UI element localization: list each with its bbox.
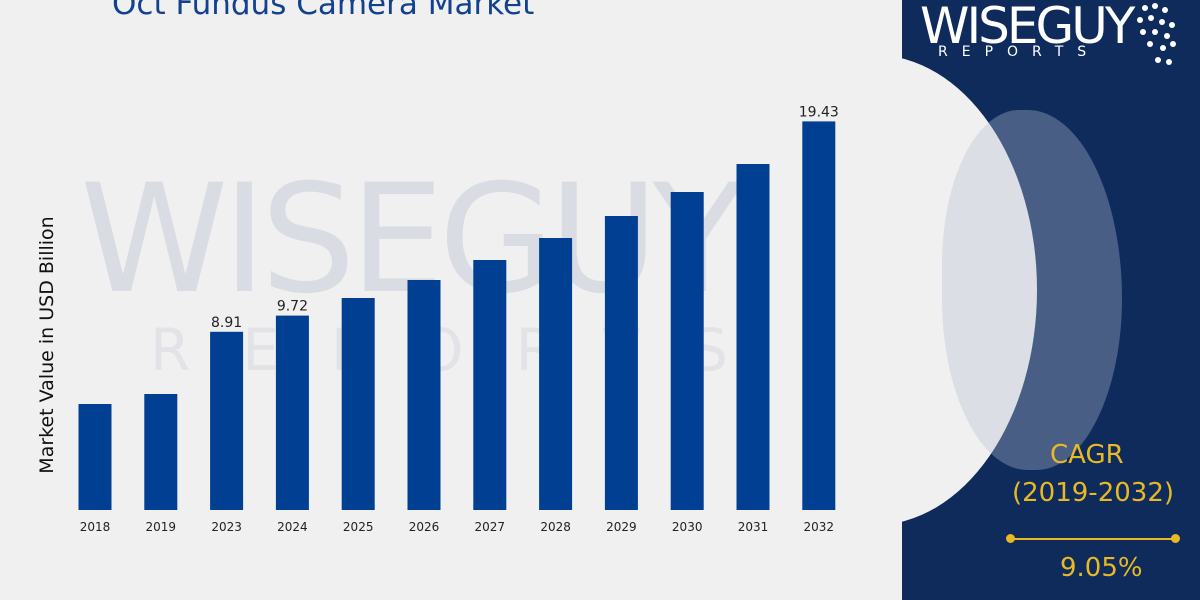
x-tick-label-2018: 2018 <box>80 520 111 534</box>
cagr-period: (2019-2032) <box>1012 478 1175 508</box>
labels-layer: 2018 2019 2023 8.91 2024 9.72 2025 2026 2027 2028… <box>80 104 839 534</box>
data-label-2023: 8.91 <box>211 315 242 331</box>
data-label-2032: 19.43 <box>799 104 839 120</box>
side-panel <box>902 0 1200 600</box>
x-tick-label-2030: 2030 <box>672 520 703 534</box>
bar-2029 <box>604 216 638 510</box>
x-tick-label-2032: 2032 <box>804 520 835 534</box>
bar-2032 <box>802 121 836 511</box>
bar-2027 <box>473 260 507 510</box>
bar-2028 <box>539 238 573 510</box>
y-axis-title: Market Value in USD Billion <box>36 216 58 473</box>
logo-head-icon <box>1137 3 1176 65</box>
logo-main-text: WISEGUY <box>920 0 1135 55</box>
bar-2030 <box>670 192 704 510</box>
logo-sub-text: REPORTS <box>938 44 1101 60</box>
bar-2023 <box>210 331 244 510</box>
cagr-value: 9.05% <box>1060 553 1143 583</box>
bar-2031 <box>736 164 770 510</box>
bar-chart: Market Value in USD Billion 2018 2019 2023… <box>36 104 839 534</box>
head-silhouette-graphic <box>942 110 1122 470</box>
x-tick-label-2029: 2029 <box>606 520 637 534</box>
x-tick-label-2019: 2019 <box>146 520 177 534</box>
bar-2024 <box>275 315 309 510</box>
bar-2019 <box>144 394 178 510</box>
chart-title: Oct Fundus Camera Market <box>112 0 535 22</box>
cagr-label: CAGR <box>1050 440 1124 470</box>
cagr-divider-line <box>1011 538 1175 540</box>
bar-2026 <box>407 280 441 510</box>
x-tick-label-2027: 2027 <box>475 520 506 534</box>
data-label-2024: 9.72 <box>277 299 308 315</box>
bars-layer <box>78 121 836 511</box>
x-tick-label-2023: 2023 <box>211 520 242 534</box>
x-tick-label-2025: 2025 <box>343 520 374 534</box>
bar-2018 <box>78 404 112 510</box>
x-tick-label-2024: 2024 <box>277 520 308 534</box>
bar-2025 <box>341 298 375 510</box>
x-tick-label-2031: 2031 <box>738 520 769 534</box>
x-tick-label-2028: 2028 <box>540 520 571 534</box>
cagr-line-dot-right <box>1171 534 1180 543</box>
brand-logo: WISEGUY REPORTS <box>920 0 1190 75</box>
cagr-line-dot-left <box>1006 534 1015 543</box>
x-tick-label-2026: 2026 <box>409 520 440 534</box>
